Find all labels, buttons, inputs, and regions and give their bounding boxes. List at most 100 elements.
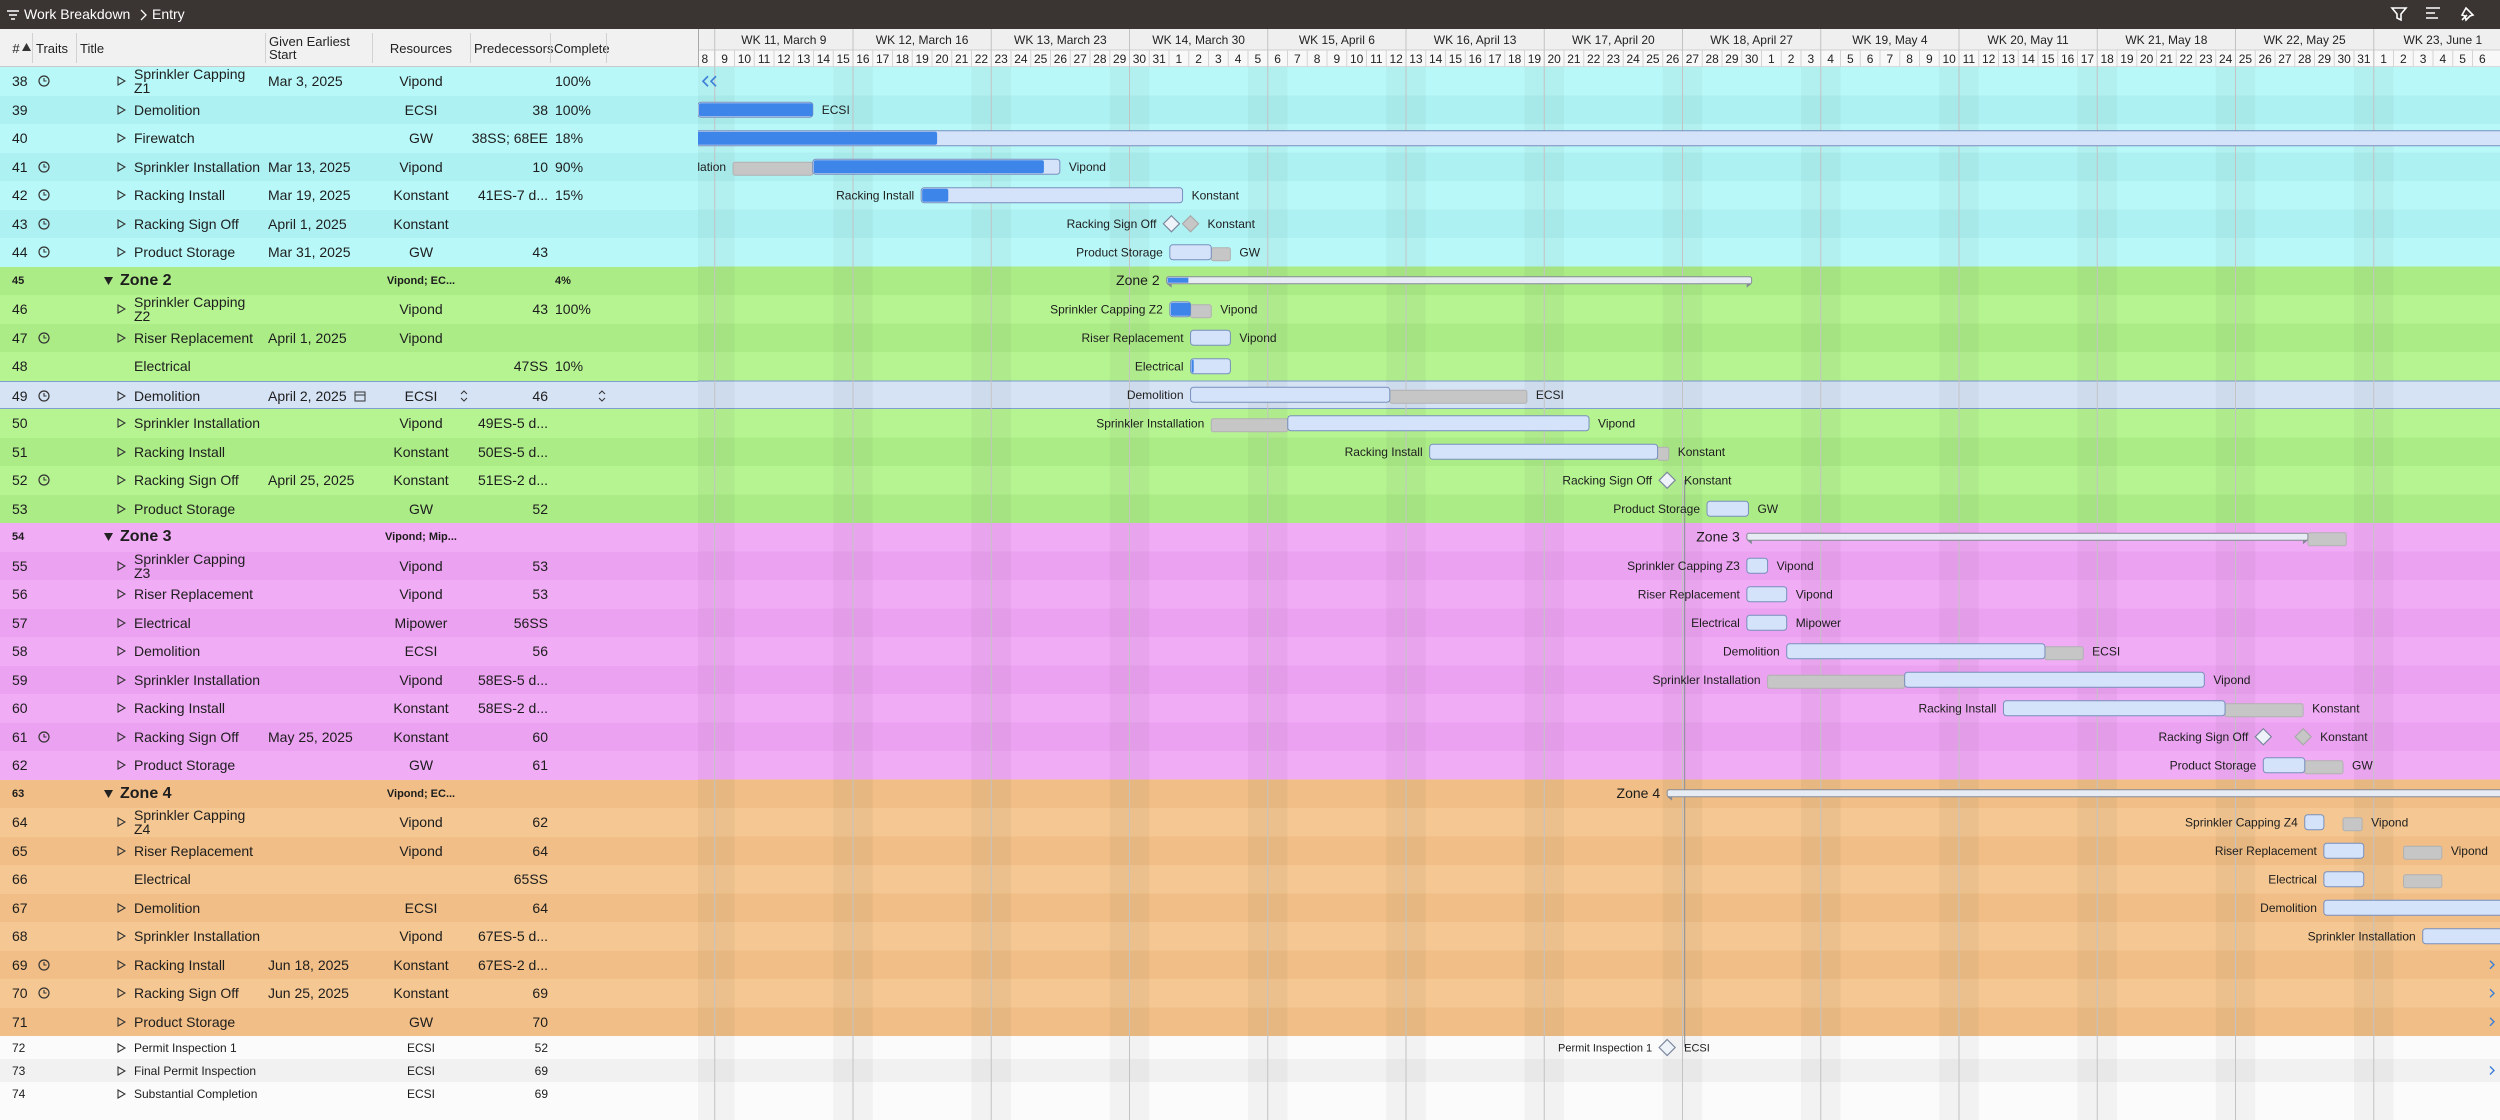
triangle-right (117, 475, 126, 486)
gantt-row (698, 950, 2500, 979)
row-resources: ECSI (404, 101, 438, 118)
row-title: Product Storage (134, 1013, 236, 1030)
baseline-bar (1190, 304, 1212, 319)
row-number: 74 (12, 1086, 26, 1101)
table-row: 58 Demolition ECSI 56 (0, 637, 698, 666)
gantt-row (698, 808, 2500, 837)
column-header: Resources (389, 40, 453, 56)
calendar-frame (354, 391, 366, 402)
day-label: 29 (1113, 52, 1127, 66)
day-label: 3 (1808, 52, 1815, 66)
row-number: 66 (12, 871, 28, 888)
day-label: 20 (935, 52, 949, 66)
bar-label: Racking Install (1918, 701, 1996, 715)
table-row: 68 Sprinkler Installation Vipond 67ES-5 d..… (0, 922, 698, 951)
gantt-row (698, 608, 2500, 637)
triangle-right (117, 902, 126, 913)
row-resources: Vipond (399, 671, 443, 688)
expand-triangle (117, 475, 126, 486)
bar-resource-label: Mipower (1796, 616, 1841, 630)
row-predecessors: 56 (532, 643, 548, 660)
bar-label: Sprinkler Installation (698, 160, 726, 174)
row-resources: Vipond (399, 928, 443, 945)
day-label: 23 (2199, 52, 2213, 66)
gantt-row (698, 751, 2500, 780)
row-title: Sprinkler Capping Z1 (134, 67, 246, 97)
day-label: 15 (836, 52, 850, 66)
triangle-right (117, 1016, 126, 1027)
row-number: 41 (12, 158, 28, 175)
expand-triangle (117, 902, 126, 913)
expand-triangle (117, 390, 126, 401)
row-number: 72 (12, 1040, 26, 1055)
row-resources: ECSI (404, 387, 438, 404)
row-number: 39 (12, 101, 28, 118)
column-header: Traits (36, 40, 69, 56)
triangle-right (117, 133, 126, 144)
expand-triangle (117, 959, 126, 970)
gantt-row (698, 1105, 2500, 1120)
day-label: 4 (1235, 52, 1242, 66)
day-label: 5 (1847, 52, 1854, 66)
day-label: 11 (758, 52, 771, 66)
baseline-bar (1767, 674, 1906, 689)
table-row: 65 Riser Replacement Vipond 64 (0, 836, 698, 865)
row-title: Final Permit Inspection (134, 1063, 257, 1078)
clock-hands (43, 220, 47, 225)
week-label: WK 15, April 6 (1299, 33, 1375, 47)
row-title: Racking Sign Off (134, 472, 239, 489)
clock-icon (38, 987, 50, 999)
column-header: Title (80, 40, 105, 56)
bar-label: Sprinkler Capping Z4 (2185, 815, 2298, 829)
scroll-later (2489, 1066, 2495, 1075)
table-header: # Traits Title Given Earliest Start Resource… (0, 29, 698, 67)
row-predecessors: 51ES-2 d... (477, 472, 548, 489)
row-predecessors: 67ES-5 d... (477, 928, 548, 945)
clock-hands (43, 733, 47, 738)
scroll-earlier (701, 75, 717, 87)
expand-triangle (117, 703, 126, 714)
row-title: Zone 2 (120, 271, 172, 289)
weekend-shade (2374, 67, 2394, 1120)
day-label: 6 (1274, 52, 1281, 66)
baseline-bar (2304, 760, 2344, 775)
baseline-bar (1657, 446, 1670, 461)
task-bar (2323, 842, 2365, 859)
day-label: 17 (2081, 52, 2095, 66)
summary-progress (1167, 277, 1189, 283)
row-complete: 15% (555, 187, 584, 204)
expand-triangle (117, 674, 126, 685)
bar-resource-label: ECSI (1684, 1043, 1710, 1055)
row-resources: Vipond (399, 557, 443, 574)
table-row: 38 Sprinkler Capping Z1 Mar 3, 2025 Vipond 1… (0, 67, 698, 96)
row-number: 58 (12, 643, 28, 660)
row-predecessors: 56SS (513, 614, 548, 631)
clock-hands (43, 249, 47, 253)
gantt-row (698, 67, 2500, 96)
day-label: 18 (896, 52, 910, 66)
triangle-right (117, 332, 126, 343)
chevron (140, 9, 147, 21)
table-row: 71 Product Storage GW 70 (0, 1007, 698, 1036)
task-bar (2323, 899, 2500, 916)
row-number: 60 (12, 700, 28, 717)
row-title: Product Storage (134, 244, 236, 261)
row-resources: Konstant (393, 443, 449, 460)
row-resources: GW (408, 244, 434, 261)
day-header (698, 50, 2500, 67)
column-header: Complete (554, 40, 610, 56)
day-label: 13 (1409, 52, 1423, 66)
stepper-arrows (460, 390, 468, 402)
expand-triangle (117, 218, 126, 229)
bar-resource-label: Konstant (1208, 217, 1256, 231)
expand-triangle (117, 304, 126, 315)
triangle-right (117, 589, 126, 600)
scroll-later (2489, 960, 2495, 970)
row-resources: ECSI (406, 1063, 435, 1078)
day-label: 31 (1152, 52, 1166, 66)
expand-triangle (117, 503, 126, 514)
row-title: Sprinkler Capping Z4 (134, 807, 246, 838)
day-label: 10 (1350, 52, 1364, 66)
weekend-shade (2236, 67, 2256, 1120)
